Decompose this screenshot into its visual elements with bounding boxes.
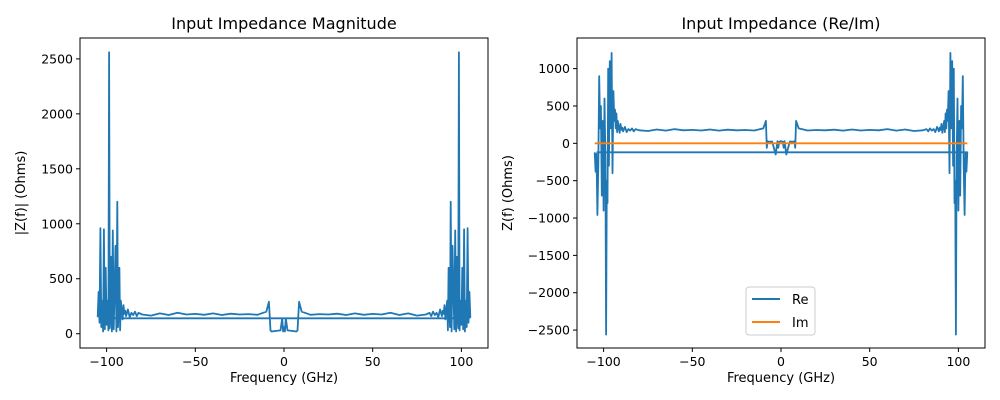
plot-area bbox=[593, 52, 969, 336]
chart-re-im: Input Impedance (Re/Im) −100 −50 0 50 100−25… bbox=[501, 14, 986, 386]
y-tick-label: 1000 bbox=[41, 216, 73, 231]
y-axis-label: |Z(f)| (Ohms) bbox=[14, 151, 29, 236]
x-tick-label: −100 bbox=[89, 354, 123, 369]
chart-magnitude: Input Impedance Magnitude −100 −50 0 50 1000… bbox=[14, 14, 489, 386]
x-tick-label: −50 bbox=[182, 354, 208, 369]
x-tick-label: −50 bbox=[679, 354, 705, 369]
x-tick-label: −100 bbox=[586, 354, 620, 369]
plot-area bbox=[96, 51, 472, 333]
y-axis-label: Z(f) (Ohms) bbox=[501, 155, 516, 231]
series-line-re bbox=[593, 52, 969, 336]
y-tick-label: 0 bbox=[65, 326, 73, 341]
legend-label-re: Re bbox=[792, 293, 808, 308]
series-line-0 bbox=[96, 51, 472, 333]
y-tick-label: 1000 bbox=[538, 61, 570, 76]
y-tick-label: −500 bbox=[536, 173, 570, 188]
y-tick-label: −1500 bbox=[528, 248, 570, 263]
y-tick-label: 0 bbox=[562, 136, 570, 151]
y-tick-label: −2500 bbox=[528, 323, 570, 338]
ticks: −100 −50 0 50 100−2500−2000−1500−1000−500050… bbox=[528, 61, 971, 369]
y-tick-label: 2500 bbox=[41, 51, 73, 66]
y-tick-label: 500 bbox=[546, 98, 570, 113]
chart-title: Input Impedance Magnitude bbox=[171, 14, 396, 33]
x-axis-label: Frequency (GHz) bbox=[230, 371, 338, 386]
legend-label-im: Im bbox=[792, 316, 809, 331]
x-tick-label: 0 bbox=[280, 354, 288, 369]
legend: Re Im bbox=[745, 286, 816, 336]
x-tick-label: 100 bbox=[946, 354, 970, 369]
y-tick-label: 500 bbox=[49, 271, 73, 286]
x-tick-label: 0 bbox=[777, 354, 785, 369]
y-tick-label: 1500 bbox=[41, 161, 73, 176]
y-tick-label: 2000 bbox=[41, 106, 73, 121]
y-tick-label: −2000 bbox=[528, 285, 570, 300]
x-axis-label: Frequency (GHz) bbox=[727, 371, 835, 386]
x-tick-label: 50 bbox=[365, 354, 381, 369]
chart-title: Input Impedance (Re/Im) bbox=[681, 14, 880, 33]
y-tick-label: −1000 bbox=[528, 211, 570, 226]
x-tick-label: 50 bbox=[862, 354, 878, 369]
x-tick-label: 100 bbox=[449, 354, 473, 369]
